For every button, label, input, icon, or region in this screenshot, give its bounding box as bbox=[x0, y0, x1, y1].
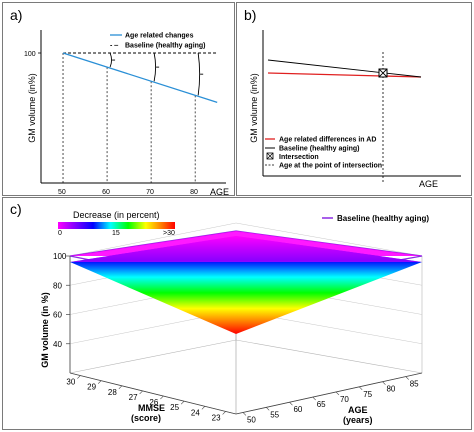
panel-a-drop-lines bbox=[62, 53, 196, 183]
panel-b-xlabel: AGE bbox=[419, 179, 438, 189]
legend-label-intersection: Intersection bbox=[279, 154, 319, 161]
colorbar bbox=[58, 222, 175, 229]
back-wall-gridline bbox=[69, 222, 423, 257]
legend-label-age-change: Age related changes bbox=[125, 33, 194, 40]
legend-swatch-baseline: - ‒ bbox=[110, 43, 118, 50]
age-tick-label: 85 bbox=[410, 380, 419, 389]
mmse-axis-label: MMSE bbox=[138, 403, 165, 413]
panel-a-xlabel: AGE bbox=[210, 187, 229, 197]
colorbar-tick-30: >30 bbox=[163, 230, 175, 237]
legend-label-age-intersection: Age at the point of intersection bbox=[279, 163, 382, 170]
age-tick-mark bbox=[242, 412, 247, 416]
age-tick-label: 60 bbox=[293, 405, 302, 414]
panel-a-x-ticks: 50 60 70 80 bbox=[58, 189, 198, 196]
panel-b-label: b) bbox=[244, 7, 256, 23]
panel-a-xtick-label: 50 bbox=[58, 189, 66, 196]
z-tick-label: 60 bbox=[53, 311, 62, 320]
z-tick-label: 40 bbox=[53, 340, 62, 349]
legend-label-baseline-c: Baseline (healthy aging) bbox=[337, 214, 429, 223]
panel-a-legend: Age related changes - ‒ Baseline (health… bbox=[110, 33, 206, 50]
age-tick-mark bbox=[382, 381, 386, 385]
panel-a-bracket bbox=[197, 52, 201, 96]
legend-intersection-icon bbox=[266, 152, 274, 160]
panel-c-label: c) bbox=[10, 201, 22, 217]
legend-label-ad: Age related differences in AD bbox=[279, 137, 376, 144]
panel-a: a) GM volume (in%) AGE 100 50 60 70 80 Age … bbox=[10, 7, 229, 197]
age-tick-mark bbox=[312, 396, 316, 401]
panel-c: c) Decrease (in percent) 0 15 >30 Baseli… bbox=[10, 201, 429, 425]
panel-b: b) GM volume (in%) AGE Age related diffe… bbox=[244, 7, 461, 189]
panel-a-xtick-label: 60 bbox=[102, 189, 110, 196]
mmse-ticks: 30 29 28 27 26 25 24 23 bbox=[66, 375, 226, 422]
z-tick-label: 100 bbox=[53, 252, 67, 261]
age-tick-label: 70 bbox=[340, 395, 349, 404]
age-tick-mark bbox=[405, 376, 409, 380]
age-tick-mark bbox=[359, 386, 363, 391]
age-tick-label: 65 bbox=[317, 400, 326, 409]
panel-a-bracket bbox=[153, 52, 157, 82]
age-tick-label: 55 bbox=[270, 410, 279, 419]
panel-b-ad-line bbox=[267, 72, 422, 78]
age-ticks: 50 55 60 65 70 75 80 85 bbox=[242, 376, 419, 424]
mmse-tick-mark bbox=[180, 400, 185, 405]
mmse-tick-label: 26 bbox=[149, 398, 158, 407]
mmse-axis-unit: (score) bbox=[131, 413, 161, 423]
mmse-tick-label: 25 bbox=[170, 403, 179, 412]
mmse-tick-label: 28 bbox=[108, 388, 117, 397]
panel-b-ylabel: GM volume (in%) bbox=[249, 73, 259, 143]
panel-a-brackets bbox=[109, 52, 204, 96]
age-tick-mark bbox=[335, 391, 340, 396]
age-tick-label: 75 bbox=[363, 390, 372, 399]
legend-label-baseline: Baseline (healthy aging) bbox=[125, 43, 206, 50]
panel-a-label: a) bbox=[10, 7, 22, 23]
panel-b-frame bbox=[236, 2, 472, 196]
age-tick-label: 50 bbox=[247, 415, 256, 424]
age-tick-mark bbox=[289, 402, 293, 406]
panel-a-xtick-label: 70 bbox=[146, 189, 154, 196]
mmse-tick-label: 29 bbox=[87, 383, 96, 392]
age-tick-label: 80 bbox=[386, 385, 395, 394]
age-axis-label: AGE bbox=[348, 405, 368, 415]
z-tick-label: 80 bbox=[53, 281, 62, 290]
surface-top-sheen bbox=[70, 236, 422, 262]
mmse-tick-mark bbox=[118, 385, 123, 390]
mmse-tick-label: 30 bbox=[66, 378, 75, 387]
panel-b-baseline-line bbox=[267, 59, 422, 78]
mmse-tick-label: 24 bbox=[191, 408, 200, 417]
colorbar-tick-15: 15 bbox=[112, 230, 120, 237]
colorbar-title: Decrease (in percent) bbox=[73, 210, 160, 220]
panel-a-xtick-label: 80 bbox=[190, 189, 198, 196]
z-ticks: 40 60 80 100 bbox=[53, 252, 70, 349]
panel-b-legend: Age related differences in AD Baseline (… bbox=[265, 137, 382, 170]
panel-a-ylabel: GM volume (in%) bbox=[27, 73, 37, 143]
z-axis-label: GM volume (in %) bbox=[40, 292, 50, 368]
age-axis-unit: (years) bbox=[343, 415, 373, 425]
colorbar-tick-0: 0 bbox=[58, 230, 62, 237]
panel-a-frame bbox=[2, 2, 235, 196]
mmse-tick-label: 27 bbox=[129, 393, 138, 402]
mmse-tick-mark bbox=[77, 375, 81, 379]
age-tick-mark bbox=[266, 407, 270, 411]
intersection-icon bbox=[378, 68, 388, 78]
mmse-tick-mark bbox=[201, 406, 206, 410]
mmse-tick-mark bbox=[139, 390, 143, 395]
panel-a-age-change-line bbox=[62, 52, 218, 104]
panel-a-ytick: 100 bbox=[24, 51, 36, 58]
panel-c-frame bbox=[2, 197, 472, 430]
mmse-tick-mark bbox=[97, 380, 102, 384]
panel-a-bracket bbox=[109, 52, 113, 68]
mmse-tick-label: 23 bbox=[212, 413, 221, 422]
mmse-tick-mark bbox=[160, 395, 164, 400]
legend-label-baseline-b: Baseline (healthy aging) bbox=[279, 146, 360, 153]
mmse-tick-mark bbox=[222, 411, 226, 415]
